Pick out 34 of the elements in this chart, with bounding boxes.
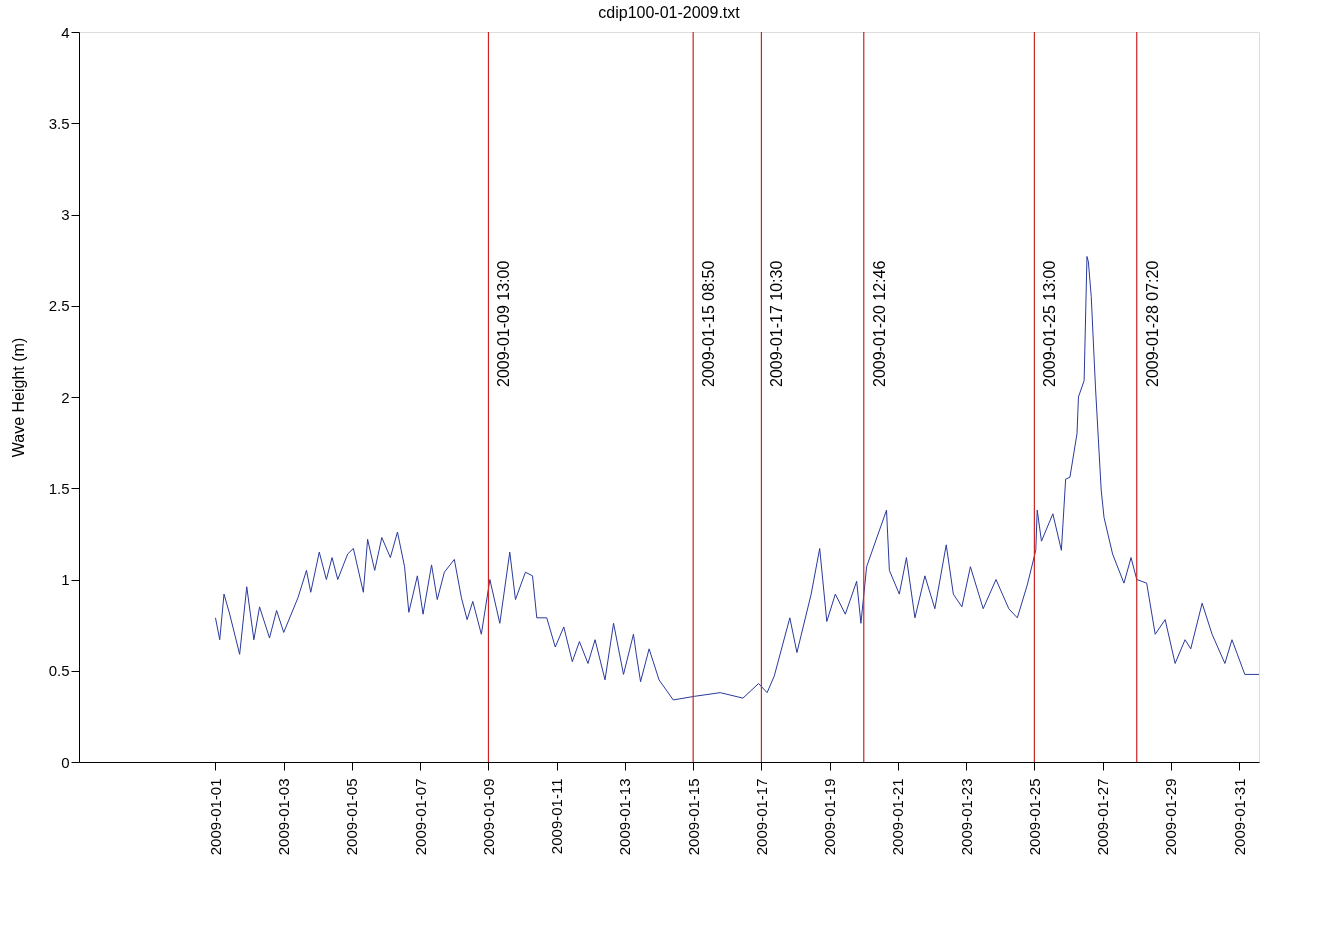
x-tick-label: 2009-01-17 [752, 778, 770, 856]
x-tick-label: 2009-01-21 [889, 778, 907, 856]
y-tick-label: 0.5 [48, 662, 70, 680]
y-axis-title: Wave Height (m) [9, 337, 27, 458]
ref-line-label: 2009-01-28 07:20 [1143, 260, 1161, 387]
x-tick-label: 2009-01-11 [548, 778, 566, 855]
y-tick-label: 1 [61, 571, 70, 588]
ref-line-label: 2009-01-20 12:46 [870, 260, 888, 387]
ref-line-label: 2009-01-09 13:00 [495, 260, 513, 387]
x-tick-label: 2009-01-31 [1230, 778, 1248, 856]
x-tick-label: 2009-01-01 [206, 778, 224, 856]
y-tick-label: 4 [61, 23, 70, 41]
y-tick-label: 3.5 [48, 114, 70, 132]
x-tick-label: 2009-01-27 [1094, 778, 1112, 856]
x-tick-label: 2009-01-25 [1025, 778, 1043, 856]
x-tick-label: 2009-01-15 [684, 778, 702, 856]
ref-line-label: 2009-01-25 13:00 [1041, 260, 1059, 387]
x-tick-label: 2009-01-07 [411, 778, 429, 856]
x-tick-label: 2009-01-09 [479, 778, 497, 856]
x-tick-label: 2009-01-29 [1162, 778, 1180, 856]
line-series [214, 255, 1260, 701]
x-tick-label: 2009-01-13 [616, 778, 634, 856]
ref-line-label: 2009-01-17 10:30 [768, 260, 786, 387]
chart-title: cdip100-01-2009.txt [598, 4, 741, 21]
y-tick-label: 0 [61, 753, 70, 771]
ref-line-label: 2009-01-15 08:50 [700, 260, 718, 387]
y-tick-label: 3 [61, 206, 70, 223]
y-tick-label: 1.5 [48, 479, 70, 497]
x-tick-label: 2009-01-03 [275, 778, 293, 856]
x-tick-label: 2009-01-19 [821, 778, 839, 856]
x-tick-label: 2009-01-23 [957, 778, 975, 856]
y-tick-label: 2.5 [48, 297, 70, 315]
x-tick-label: 2009-01-05 [343, 778, 361, 856]
y-tick-label: 2 [61, 388, 70, 406]
